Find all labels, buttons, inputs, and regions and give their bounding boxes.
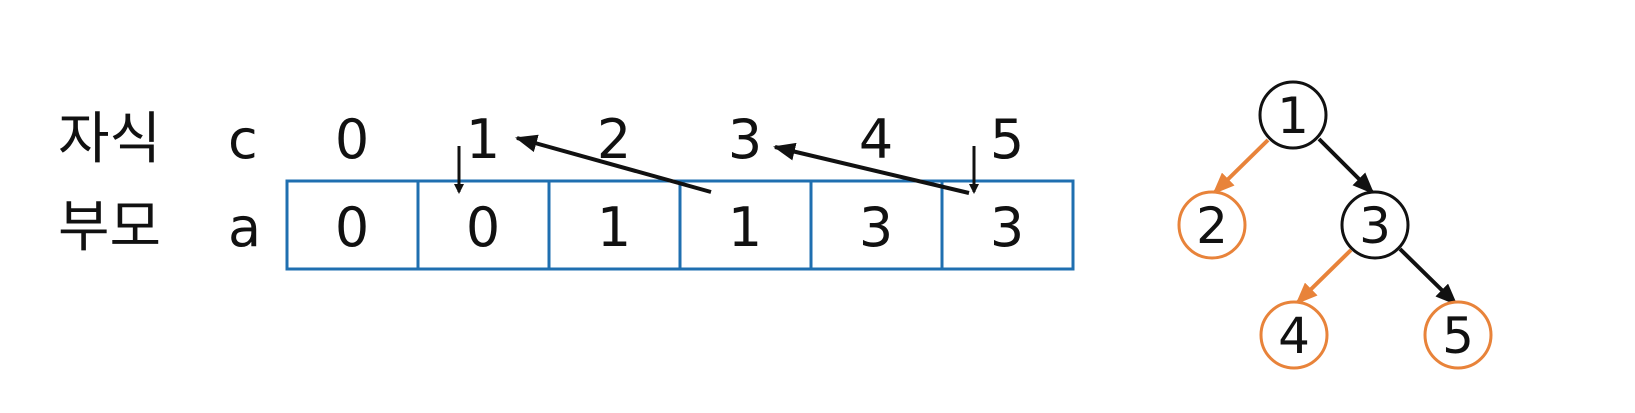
tree-node-label: 1 — [1277, 87, 1309, 145]
pointer-arrow — [515, 134, 712, 194]
tree-edge — [1398, 247, 1458, 306]
array-cell — [940, 179, 1075, 271]
tree-node-circle-highlight — [1177, 190, 1247, 260]
child-row-label: 자식 — [58, 107, 161, 172]
parent-row-label: 부모 — [58, 195, 161, 260]
tree-edges — [1212, 137, 1458, 306]
index-label: 1 — [466, 108, 500, 171]
tree-node: 4 — [1259, 300, 1329, 370]
tree-node-label: 5 — [1442, 307, 1474, 365]
array-value: 1 — [597, 196, 631, 259]
index-row: 0 1 2 3 4 5 — [335, 108, 1024, 171]
array-value: 3 — [990, 196, 1024, 259]
array-value: 0 — [466, 196, 500, 259]
tree-edge-highlight — [1212, 138, 1270, 195]
tree-node: 1 — [1258, 80, 1328, 150]
tree-node: 5 — [1423, 300, 1493, 370]
array-cell — [547, 179, 682, 271]
tree-node-circle-highlight — [1259, 300, 1329, 370]
index-label: 3 — [728, 108, 762, 171]
array-cell — [809, 179, 944, 271]
array-cell — [678, 179, 813, 271]
tree-node-label: 4 — [1278, 307, 1310, 365]
tree-node-circle — [1340, 190, 1410, 260]
tree-node-label: 3 — [1359, 197, 1391, 255]
tree-node: 3 — [1340, 190, 1410, 260]
index-label: 0 — [335, 108, 369, 171]
child-var-label: c — [228, 108, 258, 171]
array-value: 3 — [859, 196, 893, 259]
index-label: 5 — [990, 108, 1024, 171]
tree-nodes: 1 2 3 4 5 — [1177, 80, 1493, 370]
tree-node-circle-highlight — [1423, 300, 1493, 370]
pointer-arrow — [773, 142, 970, 195]
tree-node-label: 2 — [1196, 197, 1228, 255]
parent-var-label: a — [228, 196, 261, 259]
tree-edge — [1317, 137, 1375, 195]
index-label: 4 — [859, 108, 893, 171]
tree-node: 2 — [1177, 190, 1247, 260]
array-value: 0 — [335, 196, 369, 259]
array-cell — [285, 179, 420, 271]
tree-edge-highlight — [1295, 248, 1353, 305]
tree-node-circle — [1258, 80, 1328, 150]
array-value: 1 — [728, 196, 762, 259]
parent-array: 0 0 1 1 3 3 — [285, 179, 1075, 271]
array-cell — [416, 179, 551, 271]
